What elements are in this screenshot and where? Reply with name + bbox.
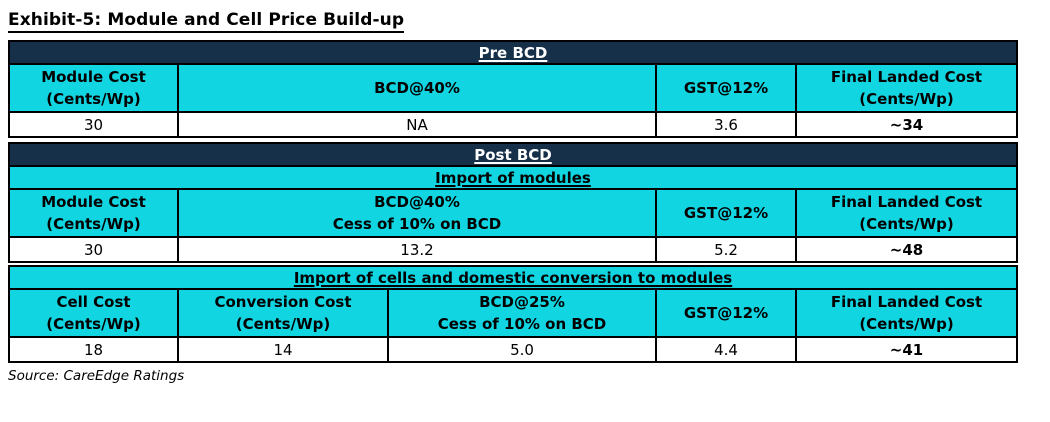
pre-bcd-value-row: 30 NA 3.6 ~34	[8, 111, 1018, 138]
value-gst12: 4.4	[655, 336, 797, 363]
pre-bcd-band-label: Pre BCD	[478, 43, 548, 62]
header-cell-cost: Cell Cost (Cents/Wp)	[8, 288, 179, 338]
header-bcd40-cess: BCD@40% Cess of 10% on BCD	[177, 188, 657, 238]
value-final-landed-cost: ~34	[795, 111, 1018, 138]
header-gst12: GST@12%	[655, 63, 797, 113]
value-bcd40-cess: 13.2	[177, 236, 657, 263]
header-final-landed-cost: Final Landed Cost (Cents/Wp)	[795, 63, 1018, 113]
header-conversion-cost: Conversion Cost (Cents/Wp)	[177, 288, 389, 338]
header-bcd40: BCD@40%	[177, 63, 657, 113]
value-bcd40: NA	[177, 111, 657, 138]
header-bcd25-cess: BCD@25% Cess of 10% on BCD	[387, 288, 657, 338]
value-final-landed-cost: ~41	[794, 336, 1019, 363]
post-bcd-cells-table: Import of cells and domestic conversion …	[7, 265, 1019, 363]
post-bcd-band: Post BCD	[7, 142, 1019, 167]
header-final-landed-cost: Final Landed Cost (Cents/Wp)	[794, 288, 1019, 338]
post-bcd-modules-header-row: Module Cost (Cents/Wp) BCD@40% Cess of 1…	[8, 188, 1019, 238]
post-bcd-cells-value-row: 18 14 5.0 4.4 ~41	[8, 336, 1019, 363]
value-gst12: 5.2	[655, 236, 797, 263]
exhibit-title: Exhibit-5: Module and Cell Price Build-u…	[8, 10, 405, 33]
value-final-landed-cost: ~48	[794, 236, 1019, 263]
import-cells-band-label: Import of cells and domestic conversion …	[293, 268, 733, 287]
post-bcd-cells-header-row: Cell Cost (Cents/Wp) Conversion Cost (Ce…	[8, 288, 1019, 338]
post-bcd-modules-value-row: 30 13.2 5.2 ~48	[8, 236, 1019, 263]
import-cells-band: Import of cells and domestic conversion …	[7, 265, 1019, 290]
header-module-cost: Module Cost (Cents/Wp)	[8, 63, 179, 113]
pre-bcd-table: Pre BCD Module Cost (Cents/Wp) BCD@40% G…	[8, 40, 1018, 138]
value-conversion-cost: 14	[177, 336, 389, 363]
header-gst12: GST@12%	[655, 188, 797, 238]
header-final-landed-cost: Final Landed Cost (Cents/Wp)	[794, 188, 1019, 238]
value-gst12: 3.6	[655, 111, 797, 138]
import-modules-band-label: Import of modules	[435, 168, 591, 187]
value-module-cost: 30	[8, 111, 179, 138]
post-bcd-modules-table: Post BCD Import of modules Module Cost (…	[7, 142, 1019, 263]
source-note: Source: CareEdge Ratings	[8, 368, 185, 384]
import-modules-band: Import of modules	[7, 165, 1019, 190]
pre-bcd-band: Pre BCD	[8, 40, 1018, 65]
value-bcd25-cess: 5.0	[387, 336, 657, 363]
header-module-cost: Module Cost (Cents/Wp)	[8, 188, 179, 238]
value-module-cost: 30	[8, 236, 179, 263]
header-gst12: GST@12%	[655, 288, 797, 338]
post-bcd-band-label: Post BCD	[474, 145, 552, 164]
value-cell-cost: 18	[8, 336, 179, 363]
pre-bcd-header-row: Module Cost (Cents/Wp) BCD@40% GST@12% F…	[8, 63, 1018, 113]
